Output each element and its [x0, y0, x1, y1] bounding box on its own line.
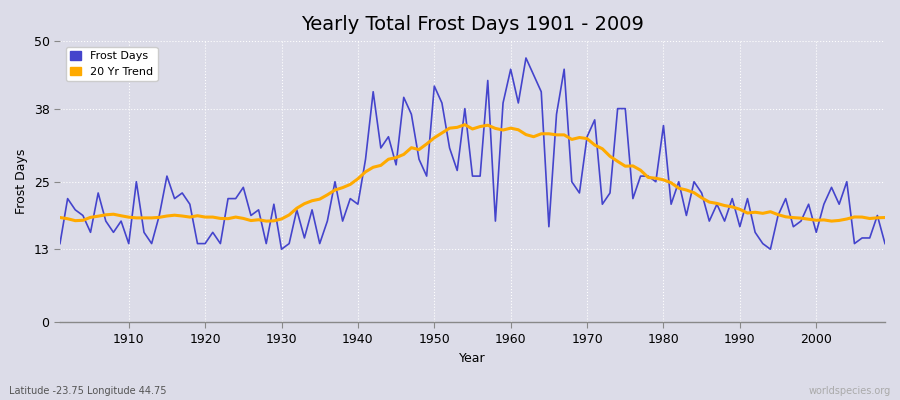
Y-axis label: Frost Days: Frost Days	[15, 149, 28, 214]
20 Yr Trend	[261, 219, 272, 224]
Frost Days	[276, 247, 287, 252]
20 Yr Trend	[459, 122, 470, 127]
Text: Latitude -23.75 Longitude 44.75: Latitude -23.75 Longitude 44.75	[9, 386, 166, 396]
Frost Days	[116, 219, 127, 224]
Frost Days	[513, 100, 524, 105]
20 Yr Trend	[513, 127, 524, 132]
20 Yr Trend	[292, 206, 302, 211]
Frost Days	[520, 56, 531, 60]
20 Yr Trend	[612, 159, 623, 164]
20 Yr Trend	[520, 132, 531, 137]
Text: worldspecies.org: worldspecies.org	[809, 386, 891, 396]
Frost Days	[292, 208, 302, 212]
Legend: Frost Days, 20 Yr Trend: Frost Days, 20 Yr Trend	[66, 47, 158, 81]
Title: Yearly Total Frost Days 1901 - 2009: Yearly Total Frost Days 1901 - 2009	[301, 15, 644, 34]
20 Yr Trend	[116, 213, 127, 218]
Frost Days	[612, 106, 623, 111]
X-axis label: Year: Year	[459, 352, 486, 365]
20 Yr Trend	[338, 185, 348, 190]
Line: Frost Days: Frost Days	[60, 58, 885, 249]
Line: 20 Yr Trend: 20 Yr Trend	[60, 125, 885, 221]
20 Yr Trend	[55, 215, 66, 220]
Frost Days	[55, 241, 66, 246]
20 Yr Trend	[879, 215, 890, 220]
Frost Days	[879, 241, 890, 246]
Frost Days	[505, 67, 516, 72]
Frost Days	[338, 219, 348, 224]
